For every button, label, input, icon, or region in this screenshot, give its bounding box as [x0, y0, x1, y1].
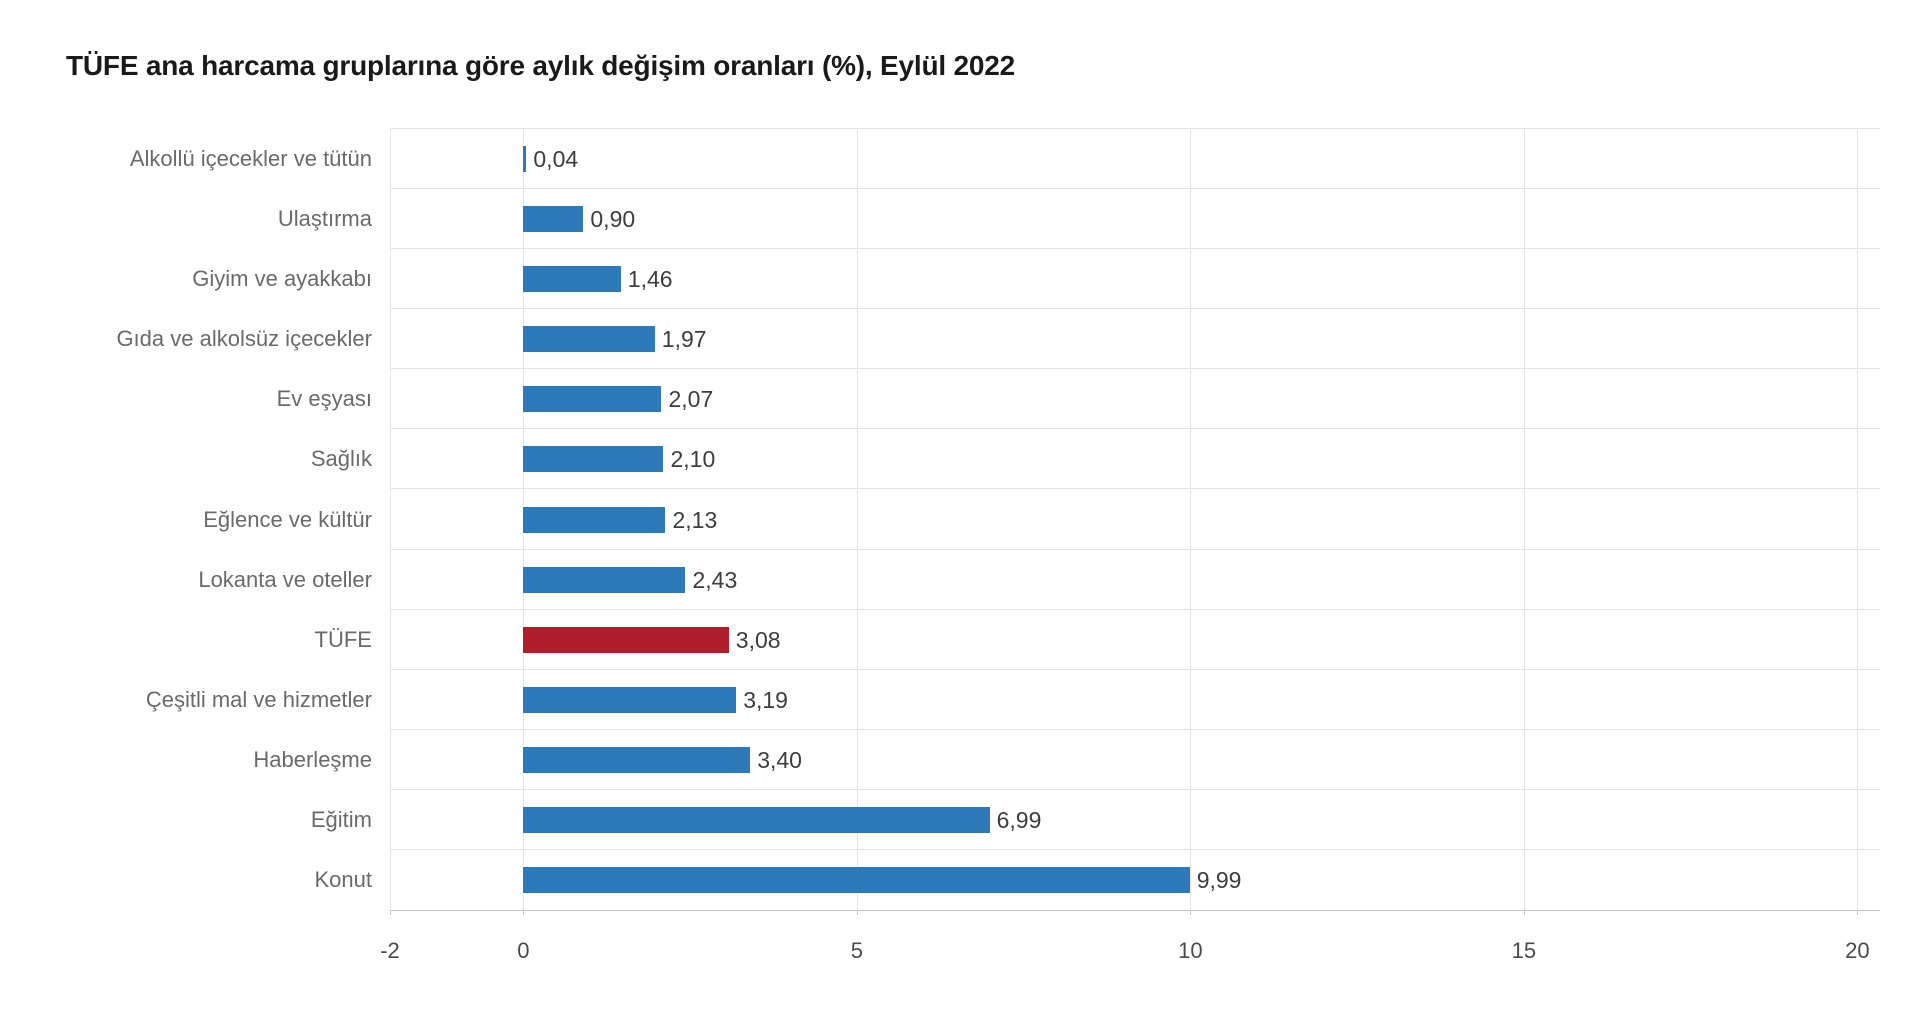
- bar[interactable]: [523, 746, 751, 773]
- chart-row: [390, 369, 1880, 430]
- value-label: 3,08: [735, 626, 781, 653]
- category-label: Eğlence ve kültür: [203, 506, 372, 532]
- category-label: TÜFE: [314, 626, 372, 652]
- category-label: Alkollü içecekler ve tütün: [129, 146, 372, 171]
- bar[interactable]: [523, 326, 655, 353]
- x-tick-label: 20: [1845, 938, 1870, 963]
- value-label: 0,90: [590, 206, 636, 233]
- category-label: Ulaştırma: [277, 206, 372, 232]
- gridline: [856, 129, 858, 910]
- category-label: Eğitim: [310, 806, 372, 832]
- x-tick-label: -2: [380, 938, 400, 963]
- value-label: 2,13: [672, 506, 718, 533]
- bar[interactable]: [523, 266, 621, 293]
- value-label: 0,04: [533, 146, 579, 172]
- x-axis-tick-mark: [523, 910, 525, 915]
- value-label: 2,07: [668, 386, 714, 413]
- x-tick-label: 0: [517, 938, 530, 963]
- x-tick-label: 10: [1178, 938, 1203, 963]
- bar[interactable]: [523, 867, 1190, 893]
- category-label: Haberleşme: [253, 746, 372, 772]
- x-axis-tick-mark: [1190, 910, 1192, 915]
- bar[interactable]: [523, 446, 664, 473]
- gridline: [1190, 129, 1192, 910]
- x-tick-label: 5: [850, 938, 864, 963]
- category-label: Çeşitli mal ve hizmetler: [145, 686, 372, 712]
- chart-row: [390, 730, 1880, 790]
- chart-row: [390, 249, 1880, 310]
- bar[interactable]: [523, 806, 990, 833]
- gridline: [1523, 129, 1525, 910]
- chart-row: [390, 670, 1880, 730]
- chart-row: [390, 550, 1880, 610]
- chart-row: [390, 309, 1880, 370]
- plot-area: -2 0 5 10 15 20 Alkollü içecekler ve tütün 0,04…: [116, 128, 1880, 963]
- x-axis-tick-mark: [1523, 910, 1525, 915]
- value-label: 1,97: [661, 326, 707, 353]
- value-label: 3,40: [757, 746, 802, 773]
- chart-row: [390, 429, 1880, 490]
- category-label: Gıda ve alkolsüz içecekler: [116, 326, 372, 352]
- chart-row: [390, 490, 1880, 550]
- chart-row: [390, 189, 1880, 250]
- bar[interactable]: [523, 566, 686, 593]
- value-label: 2,43: [692, 566, 738, 593]
- category-label: Ev eşyası: [276, 386, 372, 412]
- chart-row: [390, 610, 1880, 670]
- value-label: 3,19: [743, 686, 788, 713]
- category-label: Sağlık: [310, 446, 372, 472]
- chart-title: TÜFE ana harcama gruplarına göre aylık d…: [66, 50, 1016, 81]
- bar[interactable]: [523, 686, 737, 713]
- category-label: Lokanta ve oteller: [198, 566, 372, 592]
- bar[interactable]: [523, 206, 584, 233]
- chart-row: [390, 129, 1880, 190]
- value-label: 2,10: [670, 446, 716, 473]
- x-axis-tick-mark: [856, 910, 858, 915]
- category-label: Giyim ve ayakkabı: [192, 266, 372, 292]
- value-label: 9,99: [1196, 866, 1242, 893]
- x-axis-tick-mark: [390, 910, 391, 915]
- chart-row: [390, 790, 1880, 850]
- bar[interactable]: [523, 386, 662, 413]
- gridline: [390, 129, 391, 910]
- x-axis-tick-mark: [1857, 910, 1859, 915]
- gridline: [1857, 129, 1859, 910]
- bar[interactable]: [523, 146, 527, 172]
- value-label: 6,99: [996, 806, 1042, 833]
- value-label: 1,46: [627, 266, 673, 293]
- bar-tufe-highlight[interactable]: [523, 626, 729, 653]
- bar[interactable]: [523, 506, 666, 533]
- x-tick-label: 15: [1511, 938, 1537, 963]
- category-label: Konut: [314, 866, 373, 892]
